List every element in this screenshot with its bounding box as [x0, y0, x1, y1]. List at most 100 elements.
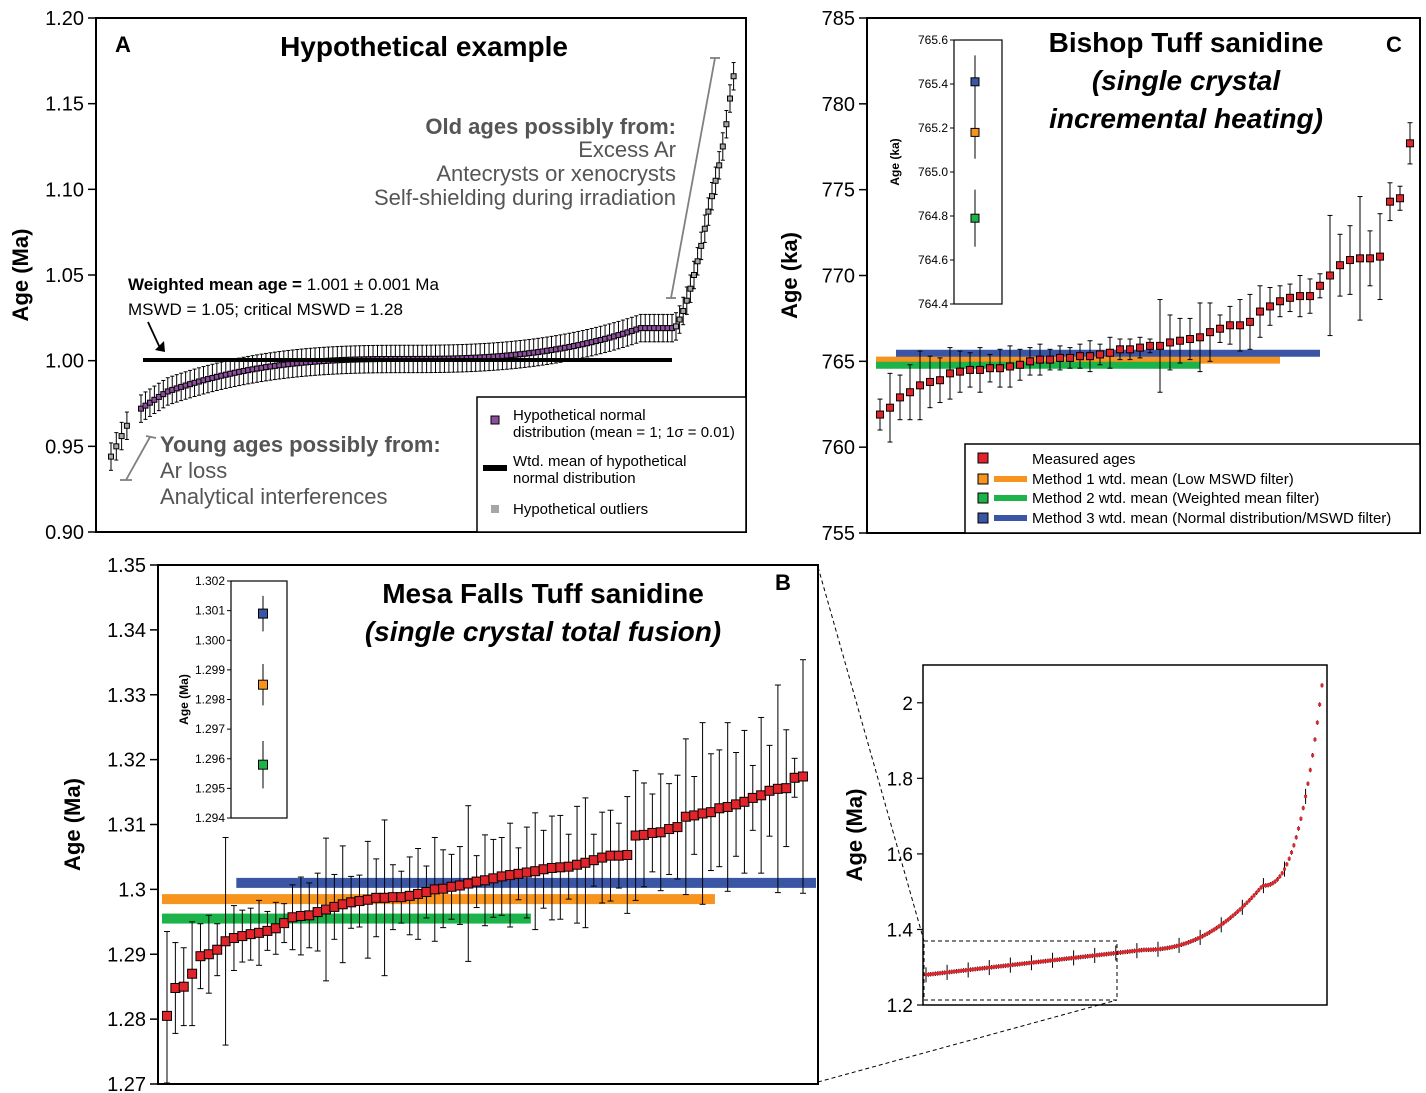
arrow-head — [155, 341, 165, 352]
overview-point — [1128, 949, 1132, 953]
measured-age-point — [926, 377, 934, 386]
inset-y-tick-label: 764.6 — [918, 253, 948, 267]
outlier-point — [730, 73, 737, 80]
overview-point — [1226, 918, 1230, 922]
measured-age-point — [896, 393, 904, 402]
young-ages-line: Ar loss — [160, 458, 227, 483]
overview-point — [1015, 962, 1019, 966]
measured-age-point — [739, 796, 750, 807]
measured-age-point — [1016, 360, 1024, 369]
measured-age-point — [1046, 355, 1054, 364]
overview-point — [1259, 885, 1263, 889]
overview-point — [1224, 919, 1228, 923]
inset-point — [970, 213, 980, 223]
measured-age-point — [1366, 254, 1374, 263]
overview-point — [947, 970, 951, 974]
measured-age-point — [1226, 321, 1234, 330]
old-ages-heading: Old ages possibly from: — [425, 114, 676, 139]
measured-age-point — [1256, 307, 1264, 316]
measured-age-point — [1186, 335, 1194, 344]
overview-point — [1273, 880, 1277, 884]
panel-letter: B — [775, 570, 791, 595]
y-tick-label: 785 — [822, 8, 855, 30]
outlier-point — [680, 307, 687, 314]
y-tick-label: 1.31 — [107, 815, 146, 837]
measured-age-point — [346, 897, 357, 908]
y-axis-label: Age (Ma) — [60, 778, 85, 871]
overview-point — [1268, 882, 1272, 886]
measured-age-point — [597, 852, 608, 863]
overview-point — [1135, 949, 1139, 953]
overview-point — [1196, 937, 1200, 941]
y-tick-label: 2 — [902, 694, 913, 715]
measured-age-point — [337, 899, 348, 910]
measured-age-point — [404, 890, 415, 901]
overview-point — [1123, 950, 1127, 954]
legend-swatch-square — [977, 512, 989, 524]
overview-point — [1280, 871, 1284, 875]
overview-point — [961, 968, 965, 972]
measured-age-point — [986, 364, 994, 373]
measured-age-point — [421, 886, 432, 897]
overview-point — [1130, 949, 1134, 953]
overview-point — [1161, 947, 1165, 951]
old-ages-line: Antecrysts or xenocrysts — [436, 161, 676, 186]
measured-age-point — [287, 912, 298, 923]
y-tick-label: 1.4 — [887, 920, 914, 941]
panel-c: 755 760 765 770 775 780 785 Age (ka) C Bishop Tuf… — [777, 8, 1421, 545]
overview-point — [929, 972, 933, 976]
overview-point — [1116, 951, 1120, 955]
measured-age-point — [1166, 338, 1174, 347]
outlier-point — [727, 95, 733, 102]
overview-point — [1233, 912, 1237, 916]
y-tick-label: 760 — [822, 437, 855, 459]
legend-item-mean: Wtd. mean of hypothetical — [513, 453, 686, 470]
overview-point — [1172, 945, 1176, 949]
measured-age-point — [1246, 317, 1254, 326]
y-tick-label: 0.90 — [45, 522, 84, 544]
weighted-mean-value: 1.001 ± 0.001 Ma — [302, 275, 439, 294]
overview-point — [1320, 683, 1324, 687]
overview-point — [1308, 768, 1312, 772]
overview-point — [1236, 910, 1240, 914]
inset-y-tick-label: 1.294 — [195, 811, 225, 825]
measured-age-point — [295, 910, 306, 921]
overview-point — [980, 966, 984, 970]
overview-point — [1250, 896, 1254, 900]
overview-point — [1297, 826, 1301, 830]
overview-point — [1027, 961, 1031, 965]
outlier-point — [694, 258, 701, 265]
overview-point — [1147, 948, 1151, 952]
overview-point — [1240, 905, 1244, 909]
panel-b: 1.27 1.28 1.29 1.3 1.31 1.32 1.33 1.34 1.35 Age (… — [60, 555, 819, 1093]
overview-point — [1287, 857, 1291, 861]
overview-point — [985, 966, 989, 970]
inset-y-tick-label: 1.296 — [195, 752, 225, 766]
measured-age-point — [1316, 281, 1324, 290]
overview-point — [1219, 923, 1223, 927]
measured-age-point — [203, 949, 214, 960]
y-tick-label: 765 — [822, 351, 855, 373]
measured-age-point — [722, 801, 733, 812]
measured-age-point — [946, 369, 954, 378]
overview-point — [1104, 952, 1108, 956]
overview-point — [1175, 944, 1179, 948]
measured-age-point — [1406, 139, 1414, 148]
measured-age-point — [379, 892, 390, 903]
weighted-mean-label: Weighted mean age = 1.001 ± 0.001 Ma — [128, 275, 439, 294]
chart-title: Hypothetical example — [280, 31, 568, 62]
overview-point — [1247, 898, 1251, 902]
overview-point — [1193, 938, 1197, 942]
measured-age-point — [1076, 352, 1084, 361]
measured-age-point — [371, 892, 382, 903]
inset-y-tick-label: 764.8 — [918, 209, 948, 223]
overview-point — [1079, 955, 1083, 959]
measured-age-point — [1106, 348, 1114, 357]
measured-age-point — [1136, 343, 1144, 352]
outlier-point — [123, 422, 130, 429]
chart-subtitle: (single crystal — [1092, 65, 1282, 96]
overview-point — [952, 970, 956, 974]
overview-point — [1055, 958, 1059, 962]
outlier-point — [716, 162, 723, 169]
